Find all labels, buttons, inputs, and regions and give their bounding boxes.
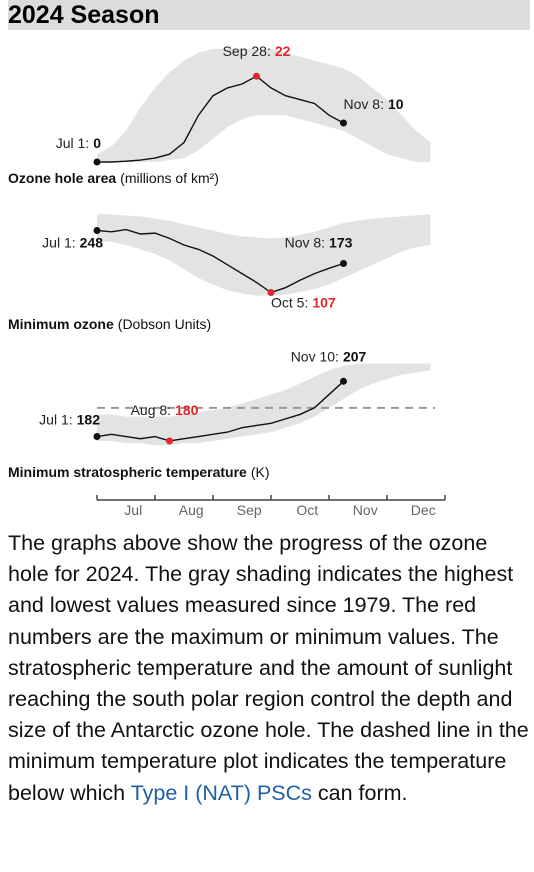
panel-title-unit: (K)	[251, 464, 270, 480]
annotation-value: 207	[343, 348, 367, 364]
annotation-value: 10	[388, 96, 404, 112]
annotation-label: Oct 5:	[271, 295, 308, 311]
panel-title-unit: (millions of km²)	[120, 170, 219, 186]
annotation-label: Nov 8:	[344, 96, 384, 112]
annotation-label: Jul 1:	[39, 412, 72, 428]
range-band	[97, 363, 431, 446]
x-tick-label: Sep	[237, 502, 262, 518]
annotation: Jul 1: 0	[56, 135, 101, 151]
header: 2024 Season	[8, 0, 530, 30]
annotation-value: 22	[275, 43, 291, 59]
annotation-label: Nov 8:	[285, 234, 325, 250]
panel-title-main: Minimum stratospheric temperature	[8, 464, 247, 480]
x-tick-label: Dec	[411, 502, 436, 518]
annotation-value: 107	[312, 295, 336, 311]
marker	[93, 158, 101, 166]
marker	[93, 226, 101, 234]
annotation: Nov 8: 10	[344, 96, 404, 112]
annotation-value: 182	[77, 412, 101, 428]
annotation: Oct 5: 107	[271, 295, 336, 311]
annotation: Nov 8: 173	[285, 234, 353, 250]
annotation: Nov 10: 207	[291, 348, 367, 364]
marker	[166, 437, 173, 445]
annotation-label: Sep 28:	[223, 43, 271, 59]
annotation-value: 173	[329, 234, 353, 250]
marker	[93, 433, 101, 441]
panel-title-unit: (Dobson Units)	[118, 316, 211, 332]
x-tick-label: Nov	[353, 502, 378, 518]
marker	[267, 289, 275, 297]
panel-title-main: Minimum ozone	[8, 316, 114, 332]
annotation-value: 0	[93, 135, 101, 151]
data-line	[97, 75, 344, 163]
annotation: Sep 28: 22	[223, 43, 291, 59]
annotation-label: Aug 8:	[131, 402, 171, 418]
annotation: Aug 8: 180	[131, 402, 199, 418]
marker	[253, 72, 260, 80]
panel-title: Minimum stratospheric temperature (K)	[8, 464, 270, 480]
header-title: 2024 Season	[8, 1, 160, 29]
annotation-value: 180	[175, 402, 199, 418]
annotation-label: Jul 1:	[42, 234, 75, 250]
panel-title: Ozone hole area (millions of km²)	[8, 170, 219, 186]
annotation-label: Nov 10:	[291, 348, 339, 364]
annotation: Jul 1: 182	[39, 412, 100, 428]
marker	[340, 259, 347, 267]
data-line	[96, 380, 344, 442]
marker	[340, 119, 347, 127]
annotation-label: Jul 1:	[56, 135, 89, 151]
panel-title-main: Ozone hole area	[8, 170, 116, 186]
data-line	[96, 228, 344, 294]
paragraph-text: The graphs above show the progress of th…	[8, 531, 529, 805]
x-tick-label: Aug	[179, 502, 204, 518]
range-band	[97, 48, 431, 162]
panel-title: Minimum ozone (Dobson Units)	[8, 316, 211, 332]
link[interactable]: Type I (NAT) PSCs	[130, 780, 312, 805]
paragraph: The graphs above show the progress of th…	[8, 528, 532, 809]
paragraph-text: can form.	[317, 780, 408, 805]
annotation-value: 248	[80, 234, 104, 250]
annotation: Jul 1: 248	[42, 234, 103, 250]
marker	[340, 377, 347, 385]
x-tick-label: Oct	[296, 502, 318, 518]
range-band	[97, 214, 431, 296]
x-tick-label: Jul	[124, 502, 142, 518]
